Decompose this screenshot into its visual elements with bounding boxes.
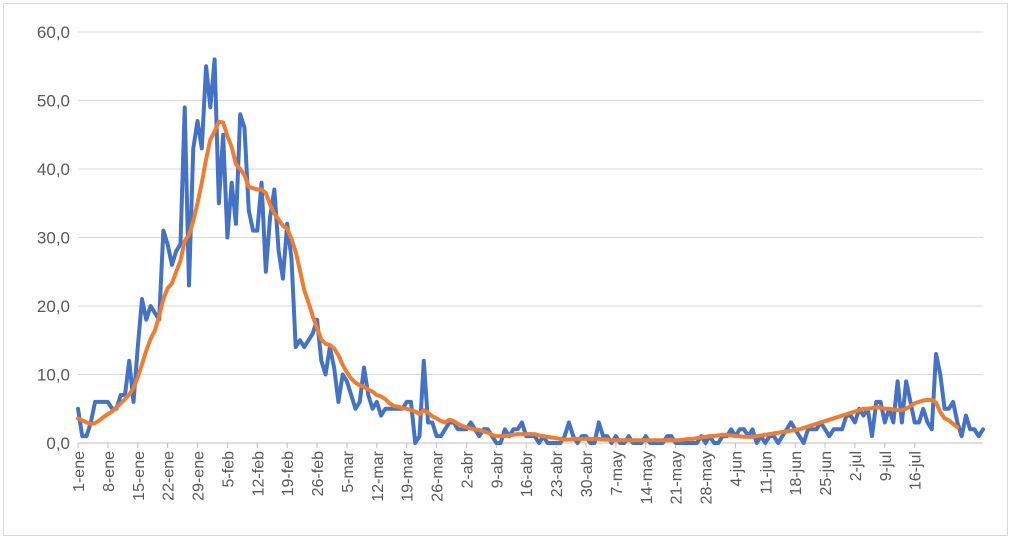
x-tick-label: 9-jul: [878, 451, 895, 481]
y-tick-label: 50,0: [37, 92, 70, 111]
x-axis-tick-marks: [77, 443, 916, 448]
x-tick-label: 23-abr: [549, 450, 566, 497]
y-tick-label: 60,0: [37, 23, 70, 42]
x-axis-tick-labels: 1-ene 8-ene 15-ene 22-ene 29-ene 5-feb 12-feb 1…: [71, 450, 925, 504]
x-tick-label: 16-abr: [519, 450, 536, 497]
x-tick-label: 8-ene: [101, 451, 118, 492]
x-tick-label: 2-abr: [459, 450, 476, 488]
y-tick-label: 10,0: [37, 366, 70, 385]
y-tick-label: 30,0: [37, 229, 70, 248]
x-tick-label: 7-may: [609, 451, 626, 495]
x-tick-label: 4-jun: [728, 451, 745, 487]
x-tick-label: 26-mar: [430, 450, 447, 501]
x-tick-label: 15-ene: [131, 451, 148, 501]
x-tick-label: 28-may: [699, 451, 716, 504]
series-line-blue: [76, 57, 985, 445]
x-tick-label: 12-feb: [250, 451, 267, 496]
x-tick-label: 26-feb: [310, 451, 327, 496]
x-tick-label: 22-ene: [161, 451, 178, 501]
x-tick-label: 29-ene: [191, 451, 208, 501]
x-tick-label: 9-abr: [489, 450, 506, 488]
x-tick-label: 18-jun: [788, 451, 805, 495]
x-tick-label: 11-jun: [758, 451, 775, 494]
series-lines: [76, 57, 985, 445]
x-tick-label: 25-jun: [818, 451, 835, 495]
x-tick-label: 1-ene: [71, 451, 88, 492]
y-axis-tick-labels: 0,0 10,0 20,0 30,0 40,0 50,0 60,0: [37, 23, 70, 453]
x-tick-label: 19-feb: [280, 451, 297, 496]
x-tick-label: 19-mar: [400, 450, 417, 501]
x-tick-label: 2-jul: [848, 451, 865, 481]
x-tick-label: 30-abr: [579, 450, 596, 497]
y-tick-label: 0,0: [46, 434, 70, 453]
x-tick-label: 5-mar: [340, 450, 357, 492]
line-chart: 0,0 10,0 20,0 30,0 40,0 50,0 60,0 1-ene 8-ene 15…: [37, 23, 985, 504]
y-tick-label: 20,0: [37, 297, 70, 316]
x-tick-label: 12-mar: [370, 450, 387, 501]
x-tick-label: 5-feb: [220, 451, 237, 488]
chart-area: 0,0 10,0 20,0 30,0 40,0 50,0 60,0 1-ene 8-ene 15…: [3, 3, 1008, 536]
series-line-orange: [76, 119, 960, 443]
y-tick-label: 40,0: [37, 160, 70, 179]
x-tick-label: 16-jul: [908, 451, 925, 490]
x-tick-label: 14-may: [639, 451, 656, 504]
x-tick-label: 21-may: [669, 451, 686, 504]
